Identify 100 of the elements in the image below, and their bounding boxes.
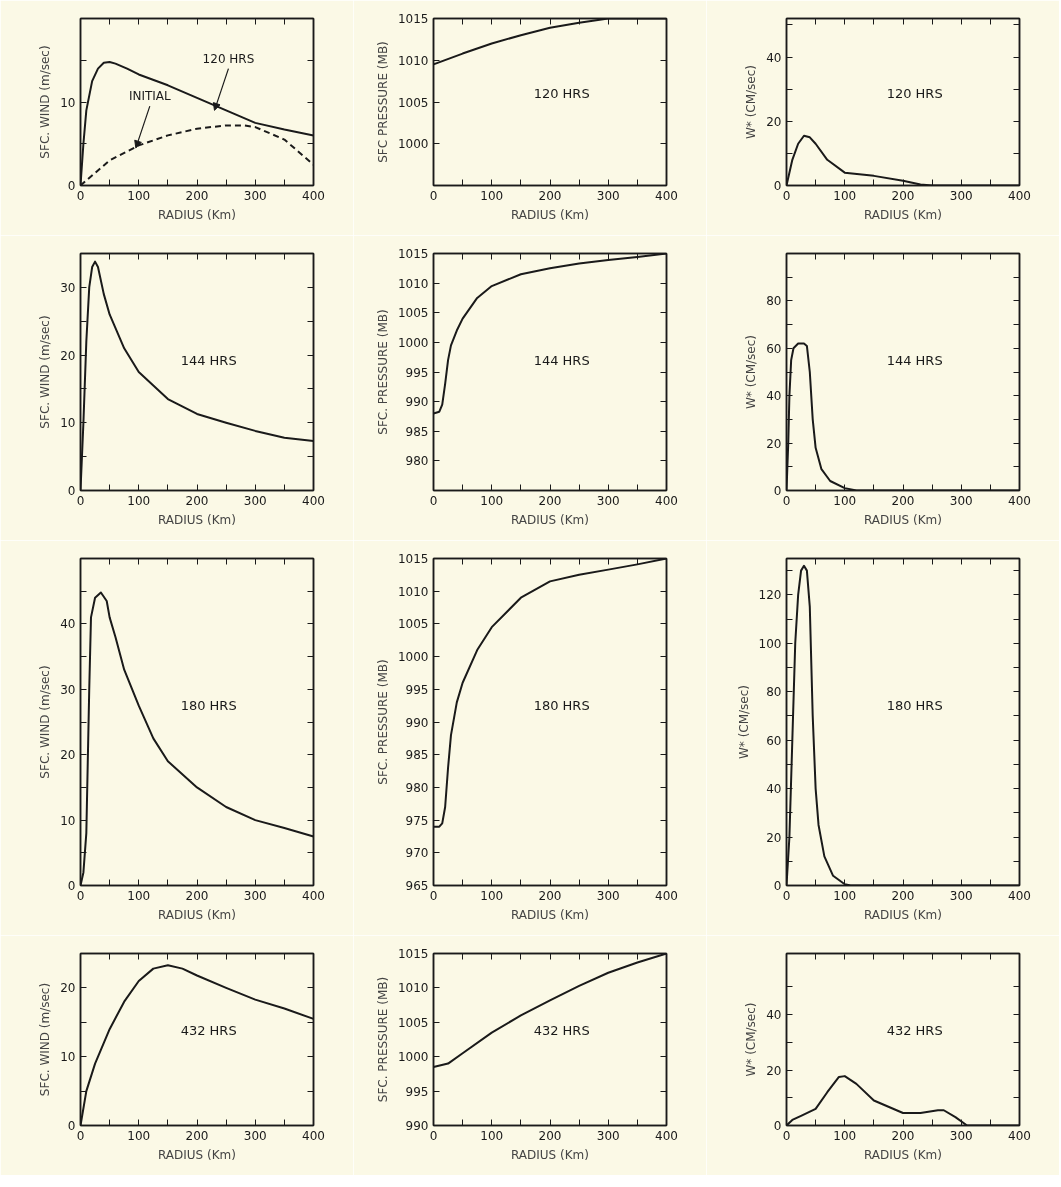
y-tick-label: 0 [773, 879, 782, 893]
x-tick-label: 300 [596, 493, 620, 508]
x-tick-label: 300 [596, 1128, 620, 1143]
y-axis-title: SFC. WIND (m/sec) [38, 315, 53, 429]
y-tick-label: 980 [405, 454, 429, 469]
x-tick-label: 200 [538, 888, 562, 903]
x-tick-label: 200 [891, 888, 915, 903]
x-tick-label: 400 [655, 188, 678, 203]
x-tick-label: 100 [480, 1128, 504, 1143]
y-tick-label: 20 [766, 1063, 782, 1078]
x-tick-label: 300 [949, 188, 973, 203]
x-tick-label: 100 [833, 493, 857, 508]
x-tick-label: 100 [127, 1128, 151, 1143]
x-tick-label: 400 [655, 493, 678, 508]
y-tick-label: 60 [766, 341, 782, 356]
y-tick-label: 995 [405, 365, 429, 380]
x-tick-label: 300 [596, 888, 620, 903]
y-tick-label: 20 [60, 348, 76, 363]
y-tick-label: 1000 [397, 650, 429, 665]
annotation: 120 HRS [886, 86, 943, 102]
x-tick-label: 100 [833, 188, 857, 203]
x-axis-title: RADIUS (Km) [158, 207, 236, 222]
y-tick-label: 20 [766, 830, 782, 845]
x-tick-label: 100 [127, 888, 151, 903]
y-tick-label: 980 [405, 780, 429, 795]
y-tick-label: 995 [405, 1084, 429, 1099]
y-tick-label: 1010 [397, 276, 429, 291]
x-tick-label: 400 [655, 888, 678, 903]
x-tick-label: 400 [302, 493, 325, 508]
annotation: 144 HRS [533, 352, 590, 368]
x-tick-label: 200 [891, 493, 915, 508]
y-axis-title: SFC. PRESSURE (MB) [375, 309, 390, 435]
x-tick-label: 300 [243, 1128, 267, 1143]
y-tick-label: 20 [60, 748, 76, 763]
y-tick-label: 1015 [397, 552, 429, 566]
y-tick-label: 20 [766, 114, 782, 129]
x-tick-label: 200 [185, 1128, 209, 1143]
y-tick-label: 1010 [397, 53, 429, 68]
y-axis-title: W* (CM/sec) [744, 64, 759, 140]
x-tick-label: 400 [1008, 888, 1031, 903]
y-axis-title: W* (CM/sec) [744, 334, 759, 410]
y-tick-label: 985 [405, 424, 429, 439]
y-tick-label: 100 [758, 636, 782, 651]
x-tick-label: 200 [891, 188, 915, 203]
annotation: 180 HRS [533, 698, 590, 714]
x-tick-label: 300 [949, 493, 973, 508]
y-tick-label: 1015 [397, 247, 429, 261]
x-tick-label: 400 [1008, 1128, 1031, 1143]
y-tick-label: 1005 [397, 95, 429, 110]
x-tick-label: 400 [302, 1128, 325, 1143]
y-tick-label: 990 [405, 715, 429, 730]
x-tick-label: 300 [243, 188, 267, 203]
annotation: 432 HRS [533, 1023, 590, 1039]
y-tick-label: 80 [766, 294, 782, 309]
y-axis-title: SFC. PRESSURE (MB) [375, 976, 390, 1103]
x-axis-title: RADIUS (Km) [864, 907, 942, 922]
y-tick-label: 1005 [397, 617, 429, 632]
y-tick-label: 990 [405, 1119, 429, 1133]
x-axis-title: RADIUS (Km) [511, 907, 589, 922]
y-axis-title: SFC. PRESSURE (MB) [375, 659, 390, 785]
y-tick-label: 975 [405, 813, 429, 828]
y-tick-label: 40 [60, 617, 76, 632]
x-tick-label: 100 [833, 1128, 857, 1143]
y-tick-label: 10 [60, 813, 76, 828]
x-tick-label: 100 [480, 493, 504, 508]
x-axis-title: RADIUS (Km) [864, 1147, 942, 1162]
y-tick-label: 0 [773, 179, 782, 193]
y-tick-label: 985 [405, 748, 429, 763]
x-tick-label: 200 [538, 188, 562, 203]
x-tick-label: 200 [538, 493, 562, 508]
y-tick-label: 970 [405, 846, 429, 861]
y-tick-label: 1005 [397, 1015, 429, 1030]
x-tick-label: 400 [1008, 188, 1031, 203]
y-tick-label: 60 [766, 733, 782, 748]
x-tick-label: 400 [302, 888, 325, 903]
y-tick-label: 1000 [397, 335, 429, 350]
y-tick-label: 40 [766, 1008, 782, 1023]
y-tick-label: 990 [405, 395, 429, 410]
x-tick-label: 200 [185, 493, 209, 508]
y-tick-label: 0 [67, 1119, 76, 1133]
x-axis-title: RADIUS (Km) [158, 512, 236, 527]
y-axis-title: W* (CM/sec) [736, 684, 751, 760]
x-axis-title: RADIUS (Km) [511, 207, 589, 222]
x-tick-label: 300 [949, 888, 973, 903]
x-tick-label: 100 [127, 493, 151, 508]
x-tick-label: 200 [538, 1128, 562, 1143]
x-tick-label: 400 [302, 188, 325, 203]
y-tick-label: 1000 [397, 137, 429, 152]
x-tick-label: 100 [127, 188, 151, 203]
annotation: 180 HRS [180, 698, 237, 714]
y-tick-label: 1010 [397, 584, 429, 599]
x-tick-label: 300 [949, 1128, 973, 1143]
x-tick-label: 400 [1008, 493, 1031, 508]
x-tick-label: 100 [480, 188, 504, 203]
y-tick-label: 0 [67, 879, 76, 893]
annotation: 432 HRS [886, 1023, 943, 1039]
x-axis-title: RADIUS (Km) [158, 1147, 236, 1162]
x-axis-title: RADIUS (Km) [864, 512, 942, 527]
annotation: 144 HRS [886, 352, 943, 368]
x-tick-label: 200 [891, 1128, 915, 1143]
